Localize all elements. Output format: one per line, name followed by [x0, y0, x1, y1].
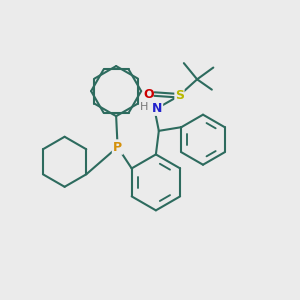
Text: H: H: [140, 102, 148, 112]
Text: S: S: [175, 89, 184, 102]
Text: N: N: [152, 102, 163, 115]
Text: P: P: [113, 141, 122, 154]
Text: O: O: [144, 88, 154, 100]
